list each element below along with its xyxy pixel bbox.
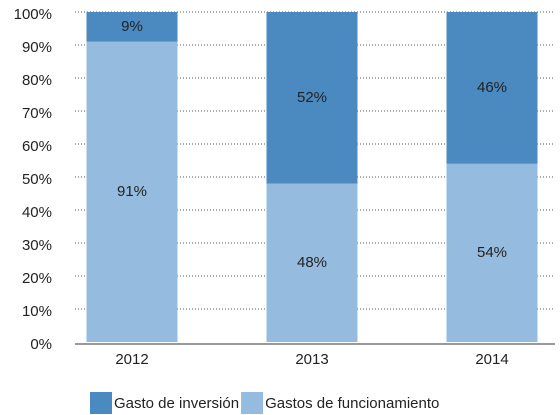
y-tick-label: 50% — [22, 171, 52, 188]
x-tick-label: 2014 — [475, 351, 508, 368]
y-tick-label: 70% — [22, 105, 52, 122]
y-tick-label: 10% — [22, 303, 52, 320]
legend-swatch — [90, 392, 112, 414]
x-tick-label: 2013 — [295, 351, 328, 368]
data-label: 91% — [117, 183, 147, 200]
legend-swatch — [241, 392, 264, 414]
x-tick-label: 2012 — [115, 351, 148, 368]
y-tick-label: 90% — [22, 39, 52, 56]
bar-segment — [446, 12, 538, 164]
legend-label: Gasto de inversión — [114, 395, 239, 412]
y-tick-label: 60% — [22, 138, 52, 155]
bar-segment — [266, 12, 358, 184]
y-tick-label: 0% — [30, 336, 52, 353]
data-label: 54% — [477, 244, 507, 261]
data-label: 48% — [297, 254, 327, 271]
bar-segment — [86, 12, 178, 42]
y-tick-label: 80% — [22, 72, 52, 89]
data-label: 9% — [121, 18, 143, 35]
y-tick-label: 20% — [22, 270, 52, 287]
y-tick-label: 40% — [22, 204, 52, 221]
y-tick-label: 30% — [22, 237, 52, 254]
y-tick-label: 100% — [14, 6, 52, 23]
data-label: 46% — [477, 79, 507, 96]
bar-segment — [266, 183, 358, 342]
bar-segment — [86, 41, 178, 342]
bar-segment — [446, 163, 538, 342]
data-label: 52% — [297, 89, 327, 106]
legend-label: Gastos de funcionamiento — [265, 395, 439, 412]
